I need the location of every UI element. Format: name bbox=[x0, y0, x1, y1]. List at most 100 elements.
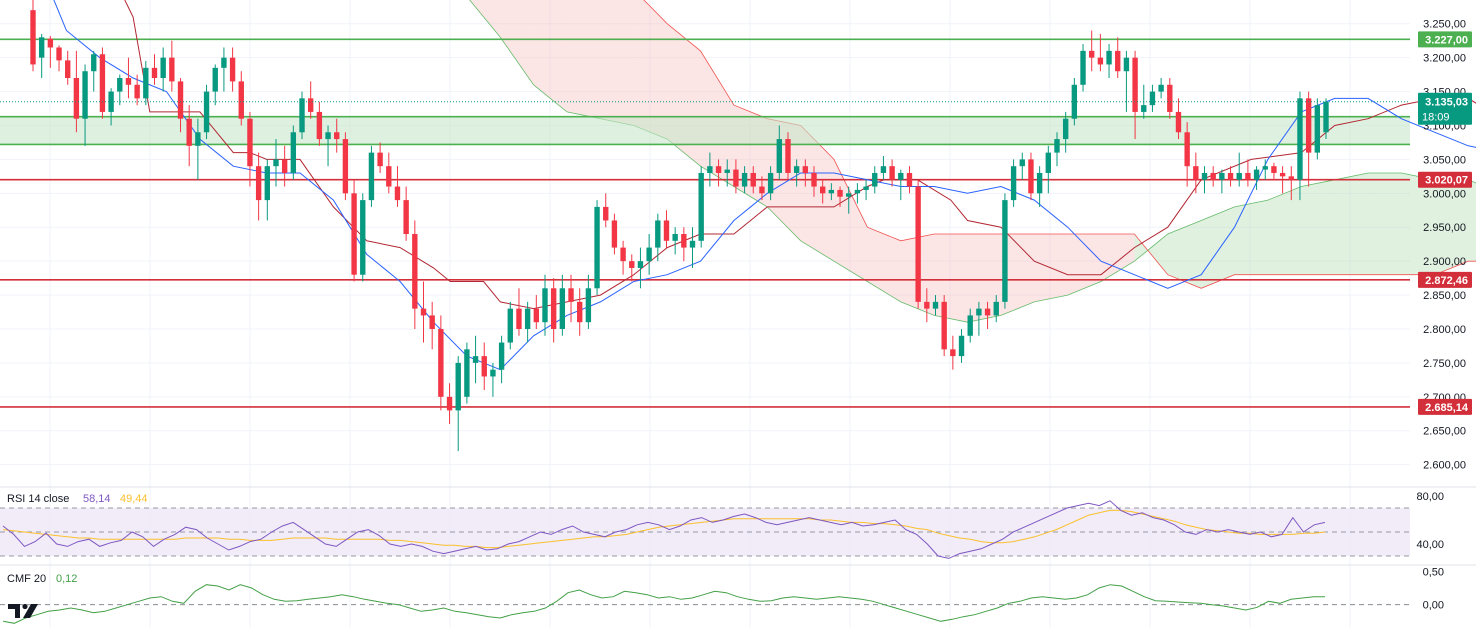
candle[interactable] bbox=[707, 152, 713, 187]
candle[interactable] bbox=[542, 274, 548, 336]
candle[interactable] bbox=[577, 288, 583, 336]
candle[interactable] bbox=[1314, 98, 1321, 160]
rsi-legend[interactable]: RSI 14 close 58,14 49,44 bbox=[7, 493, 148, 505]
candle[interactable] bbox=[1253, 166, 1260, 190]
candle[interactable] bbox=[47, 35, 54, 68]
candle[interactable] bbox=[446, 383, 453, 424]
candle[interactable] bbox=[325, 125, 331, 167]
candle[interactable] bbox=[1210, 166, 1216, 187]
candle[interactable] bbox=[950, 335, 956, 370]
candle[interactable] bbox=[724, 159, 730, 187]
candle[interactable] bbox=[455, 356, 461, 452]
candle[interactable] bbox=[299, 91, 305, 140]
candle[interactable] bbox=[1106, 44, 1112, 79]
candle[interactable] bbox=[247, 111, 253, 187]
candle[interactable] bbox=[134, 74, 140, 106]
candle[interactable] bbox=[828, 183, 835, 201]
candle[interactable] bbox=[811, 166, 817, 197]
candle[interactable] bbox=[872, 166, 878, 194]
candle[interactable] bbox=[1080, 44, 1086, 92]
candle[interactable] bbox=[1019, 152, 1025, 180]
candle[interactable] bbox=[212, 64, 218, 106]
candle[interactable] bbox=[498, 335, 505, 384]
candle[interactable] bbox=[620, 240, 626, 275]
candle[interactable] bbox=[229, 47, 236, 92]
candle[interactable] bbox=[629, 254, 635, 282]
candle[interactable] bbox=[958, 328, 965, 363]
candle[interactable] bbox=[38, 33, 45, 79]
candle[interactable] bbox=[967, 308, 973, 343]
candle[interactable] bbox=[637, 247, 644, 289]
candle[interactable] bbox=[889, 159, 895, 187]
candle[interactable] bbox=[1245, 159, 1251, 187]
candle[interactable] bbox=[1305, 91, 1312, 187]
candle[interactable] bbox=[464, 342, 470, 404]
candle[interactable] bbox=[915, 179, 921, 309]
candle[interactable] bbox=[143, 61, 149, 106]
candle[interactable] bbox=[73, 50, 80, 133]
candle[interactable] bbox=[1054, 132, 1060, 167]
candle[interactable] bbox=[524, 301, 531, 343]
candle[interactable] bbox=[360, 193, 366, 282]
candle[interactable] bbox=[1227, 166, 1234, 187]
candle[interactable] bbox=[91, 50, 97, 92]
candle[interactable] bbox=[854, 183, 861, 204]
candle[interactable] bbox=[759, 176, 765, 201]
candle[interactable] bbox=[99, 47, 106, 119]
level-tag-4[interactable]: 2.872,46 bbox=[1418, 271, 1472, 288]
candle[interactable] bbox=[603, 193, 609, 228]
level-tag-5[interactable]: 2.685,14 bbox=[1418, 398, 1472, 415]
candle[interactable] bbox=[308, 81, 314, 119]
candle[interactable] bbox=[1097, 33, 1104, 72]
candle[interactable] bbox=[420, 281, 427, 343]
candle[interactable] bbox=[898, 169, 904, 201]
candle[interactable] bbox=[533, 295, 540, 329]
candle[interactable] bbox=[221, 47, 227, 92]
candle[interactable] bbox=[316, 101, 323, 146]
candle[interactable] bbox=[924, 288, 930, 323]
candle[interactable] bbox=[1288, 166, 1294, 201]
candle[interactable] bbox=[1193, 152, 1199, 194]
candle[interactable] bbox=[281, 145, 288, 187]
candle[interactable] bbox=[741, 166, 748, 194]
candle[interactable] bbox=[1279, 166, 1286, 194]
candle[interactable] bbox=[472, 335, 479, 384]
candle[interactable] bbox=[30, 0, 36, 72]
candle[interactable] bbox=[342, 132, 349, 201]
candle[interactable] bbox=[689, 227, 696, 268]
candle[interactable] bbox=[785, 132, 791, 180]
candle[interactable] bbox=[429, 301, 435, 350]
candle[interactable] bbox=[846, 186, 852, 214]
candle[interactable] bbox=[819, 179, 826, 204]
candle[interactable] bbox=[1262, 159, 1268, 180]
candle[interactable] bbox=[1271, 162, 1277, 180]
candle[interactable] bbox=[516, 288, 522, 336]
candle[interactable] bbox=[941, 295, 947, 357]
candle[interactable] bbox=[1219, 169, 1225, 194]
candle[interactable] bbox=[1002, 193, 1008, 309]
candle[interactable] bbox=[1115, 37, 1121, 79]
candle[interactable] bbox=[1297, 91, 1303, 201]
candle[interactable] bbox=[663, 210, 670, 248]
candle[interactable] bbox=[481, 342, 487, 391]
candle[interactable] bbox=[65, 50, 71, 85]
candle[interactable] bbox=[1123, 50, 1130, 112]
candle[interactable] bbox=[793, 159, 800, 187]
candle[interactable] bbox=[438, 315, 444, 411]
current-price-tag[interactable]: 3.135,03 18:09 bbox=[1418, 92, 1472, 125]
candle[interactable] bbox=[1201, 166, 1208, 194]
candle[interactable] bbox=[1045, 145, 1051, 194]
candle[interactable] bbox=[585, 274, 592, 329]
candle[interactable] bbox=[1028, 152, 1034, 201]
candle[interactable] bbox=[550, 278, 557, 343]
candle[interactable] bbox=[1323, 98, 1329, 140]
candle[interactable] bbox=[594, 200, 600, 296]
candle[interactable] bbox=[750, 166, 756, 194]
candle[interactable] bbox=[1132, 50, 1138, 140]
candle[interactable] bbox=[976, 301, 982, 336]
candle[interactable] bbox=[655, 213, 661, 262]
candle[interactable] bbox=[776, 125, 782, 180]
candle[interactable] bbox=[1149, 84, 1156, 112]
level-tag-3[interactable]: 3.020,07 bbox=[1418, 171, 1472, 188]
